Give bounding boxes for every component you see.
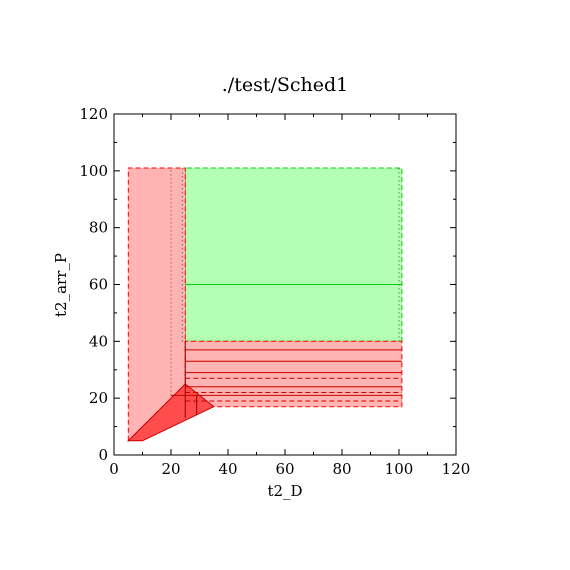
y-tick-label: 20: [89, 389, 108, 407]
x-tick-label: 0: [109, 460, 119, 478]
regions-layer: [127, 167, 403, 443]
pink-horizontal-region: [184, 340, 403, 408]
y-tick-label: 80: [89, 219, 108, 237]
x-tick-label: 100: [385, 460, 414, 478]
y-tick-label: 60: [89, 276, 108, 294]
ticks-layer: 0 20 40 60 80 100 120 0 20 40 60 80 100 120: [79, 105, 470, 478]
y-tick-label: 0: [98, 446, 108, 464]
x-tick-label: 40: [218, 460, 237, 478]
x-tick-label: 120: [442, 460, 471, 478]
lines-layer: [170, 167, 402, 419]
y-axis-label: t2_arr_P: [52, 253, 70, 317]
x-axis-label: t2_D: [267, 482, 302, 500]
red-triangle-region: [127, 383, 215, 442]
green-region: [184, 167, 403, 342]
y-tick-label: 120: [79, 105, 108, 123]
x-tick-label: 60: [275, 460, 294, 478]
x-tick-label: 80: [332, 460, 351, 478]
y-tick-label: 40: [89, 332, 108, 350]
y-tick-label: 100: [79, 162, 108, 180]
x-tick-label: 20: [161, 460, 180, 478]
chart-title: ./test/Sched1: [222, 74, 349, 96]
